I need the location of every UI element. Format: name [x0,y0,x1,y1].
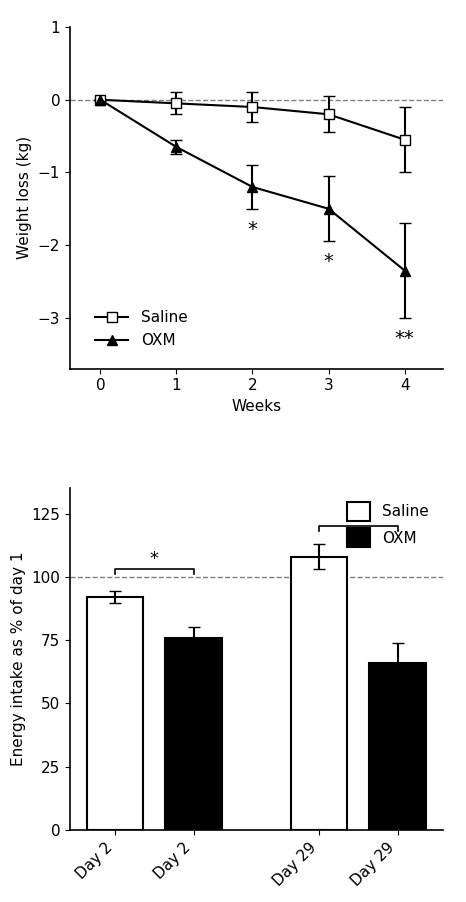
Bar [369,663,426,830]
Text: **: ** [395,328,415,347]
Y-axis label: Energy intake as % of day 1: Energy intake as % of day 1 [11,552,26,767]
Bar [87,597,144,830]
Bar [291,557,347,830]
Y-axis label: Weight loss (kg): Weight loss (kg) [17,136,32,260]
Text: **: ** [350,507,367,525]
X-axis label: Weeks: Weeks [231,399,281,414]
Text: *: * [150,550,159,568]
Text: *: * [247,220,257,239]
Legend: Saline, OXM: Saline, OXM [341,496,435,553]
Bar [165,638,222,830]
Legend: Saline, OXM: Saline, OXM [89,304,193,354]
Text: *: * [324,253,334,272]
